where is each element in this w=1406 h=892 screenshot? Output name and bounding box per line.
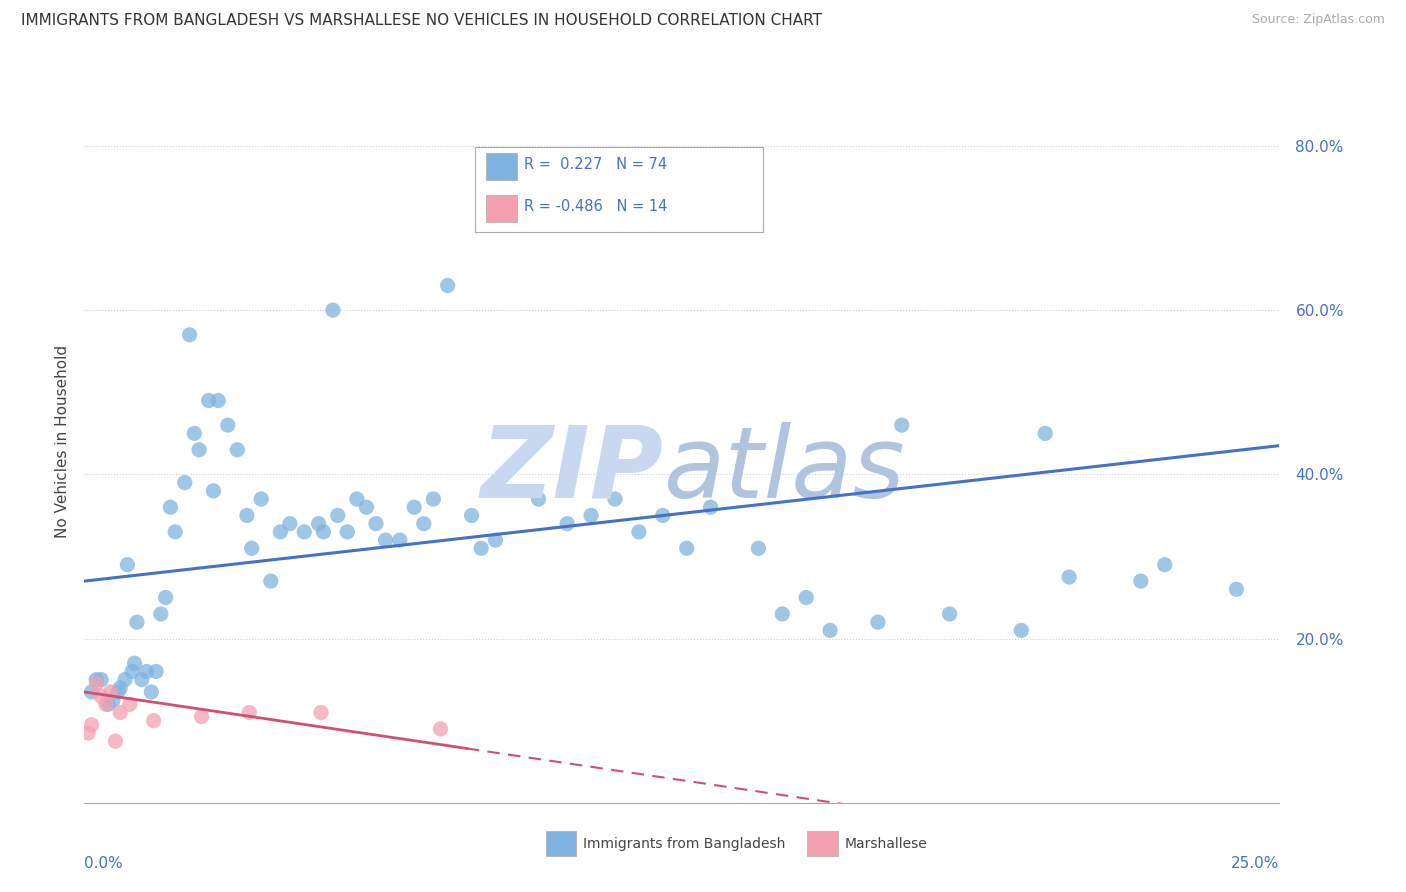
Point — [278, 516, 301, 531]
Point — [374, 533, 396, 547]
Point — [1153, 558, 1175, 572]
Point — [747, 541, 769, 556]
Point — [292, 524, 315, 539]
Y-axis label: No Vehicles in Household: No Vehicles in Household — [55, 345, 70, 538]
Point — [770, 607, 793, 621]
Point — [240, 541, 263, 556]
Point — [260, 574, 283, 588]
Point — [1033, 426, 1056, 441]
Text: R =  0.227   N = 74: R = 0.227 N = 74 — [524, 157, 668, 171]
Point — [80, 718, 103, 732]
Point — [125, 615, 148, 630]
Point — [101, 693, 124, 707]
Point — [356, 500, 378, 515]
Text: R = -0.486   N = 14: R = -0.486 N = 14 — [524, 199, 668, 213]
Point — [110, 706, 132, 720]
Point — [309, 706, 332, 720]
Point — [404, 500, 426, 515]
Point — [165, 524, 187, 539]
Point — [104, 734, 127, 748]
Point — [1057, 570, 1080, 584]
Point — [114, 673, 136, 687]
Text: Marshallese: Marshallese — [845, 837, 928, 851]
Point — [794, 591, 817, 605]
Point — [190, 709, 212, 723]
Point — [236, 508, 259, 523]
Text: 0.0%: 0.0% — [84, 856, 124, 871]
Point — [555, 516, 578, 531]
Point — [651, 508, 673, 523]
Point — [429, 722, 451, 736]
Point — [388, 533, 411, 547]
Point — [90, 673, 112, 687]
Point — [322, 303, 344, 318]
Point — [149, 607, 172, 621]
Point — [90, 689, 112, 703]
Point — [1225, 582, 1247, 597]
Point — [269, 524, 291, 539]
Point — [866, 615, 889, 630]
Point — [97, 698, 120, 712]
Point — [364, 516, 387, 531]
Point — [308, 516, 330, 531]
Point — [346, 491, 368, 506]
Point — [422, 491, 444, 506]
Point — [818, 624, 841, 638]
Text: ZIP: ZIP — [481, 422, 664, 519]
Point — [938, 607, 960, 621]
Text: atlas: atlas — [664, 422, 905, 519]
Point — [86, 673, 108, 687]
Point — [336, 524, 359, 539]
Point — [1010, 624, 1032, 638]
Point — [197, 393, 219, 408]
Point — [326, 508, 349, 523]
Point — [118, 698, 141, 712]
Text: IMMIGRANTS FROM BANGLADESH VS MARSHALLESE NO VEHICLES IN HOUSEHOLD CORRELATION C: IMMIGRANTS FROM BANGLADESH VS MARSHALLES… — [21, 13, 823, 29]
Point — [86, 677, 108, 691]
Point — [470, 541, 492, 556]
Point — [183, 426, 205, 441]
Text: Source: ZipAtlas.com: Source: ZipAtlas.com — [1251, 13, 1385, 27]
Point — [890, 418, 912, 433]
Point — [145, 665, 167, 679]
Point — [155, 591, 177, 605]
Point — [94, 698, 117, 712]
Point — [124, 657, 146, 671]
Point — [627, 524, 650, 539]
Point — [412, 516, 434, 531]
Point — [141, 685, 163, 699]
Point — [312, 524, 335, 539]
Point — [117, 558, 139, 572]
Point — [121, 665, 143, 679]
Point — [131, 673, 153, 687]
Text: Immigrants from Bangladesh: Immigrants from Bangladesh — [583, 837, 786, 851]
Point — [135, 665, 157, 679]
Point — [436, 278, 458, 293]
Point — [484, 533, 506, 547]
Point — [173, 475, 195, 490]
Point — [217, 418, 239, 433]
Point — [579, 508, 602, 523]
Point — [142, 714, 165, 728]
Point — [188, 442, 211, 457]
Point — [207, 393, 229, 408]
Point — [100, 685, 122, 699]
Text: 25.0%: 25.0% — [1232, 856, 1279, 871]
Point — [110, 681, 132, 695]
Point — [250, 491, 273, 506]
Point — [159, 500, 181, 515]
Point — [460, 508, 482, 523]
Point — [107, 685, 129, 699]
Point — [77, 726, 100, 740]
Point — [699, 500, 721, 515]
Point — [226, 442, 249, 457]
Point — [202, 483, 225, 498]
Point — [675, 541, 697, 556]
Point — [1129, 574, 1152, 588]
Point — [238, 706, 260, 720]
Point — [527, 491, 550, 506]
Point — [179, 327, 201, 342]
Point — [603, 491, 626, 506]
Point — [80, 685, 103, 699]
